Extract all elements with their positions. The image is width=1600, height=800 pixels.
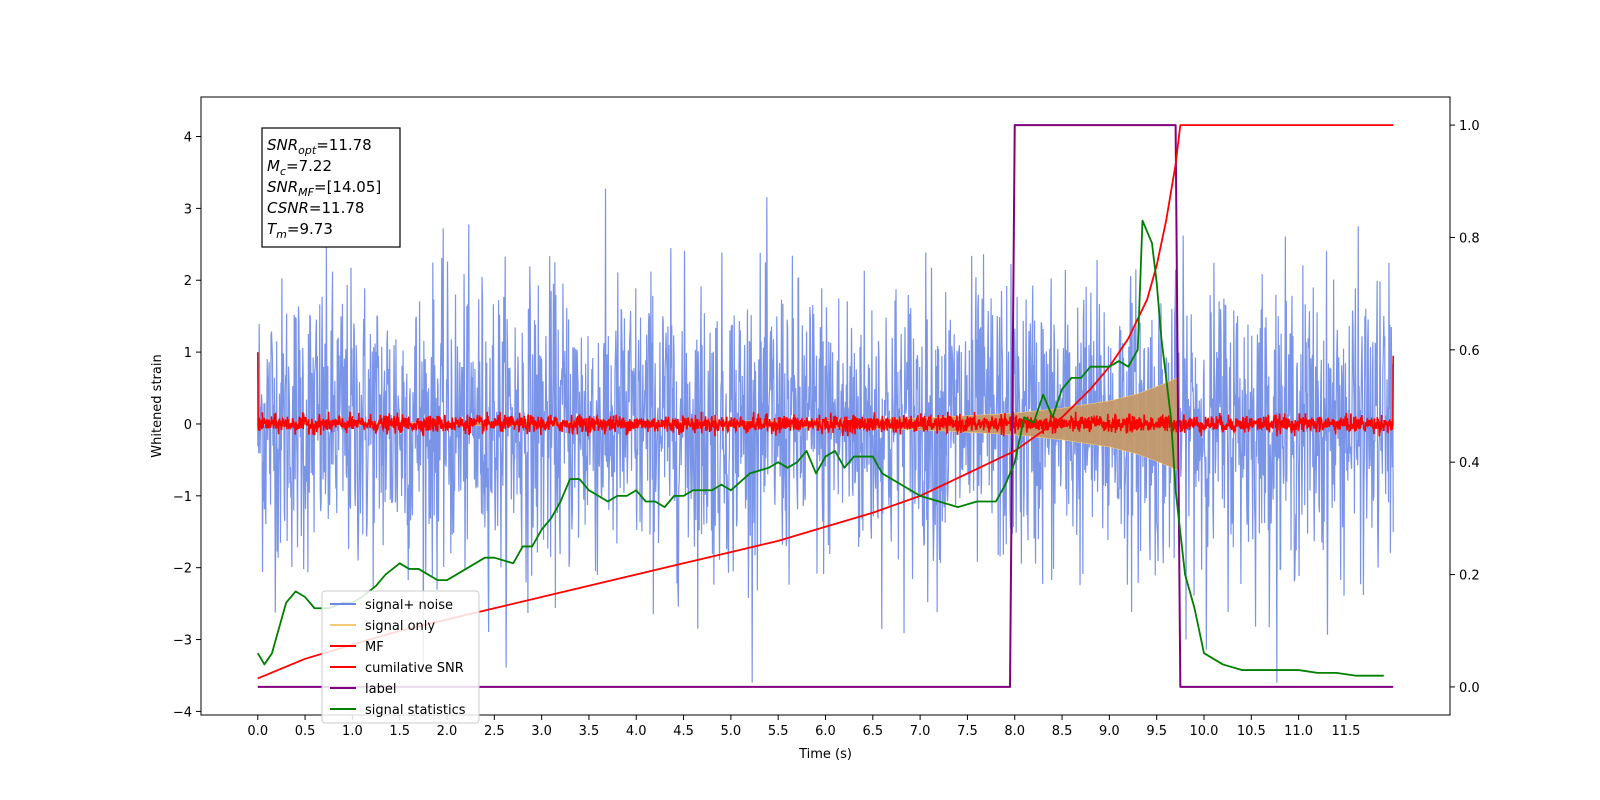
annotation-line: Tm=9.73 — [267, 220, 333, 241]
x-tick-label: 7.0 — [910, 724, 931, 739]
legend-entry: signal statistics — [365, 703, 466, 718]
series-layer — [256, 124, 1395, 688]
x-tick-label: 1.5 — [389, 724, 410, 739]
x-tick-label: 2.0 — [437, 724, 458, 739]
x-tick-label: 10.0 — [1190, 724, 1219, 739]
annotation-box: SNRopt=11.78Mc=7.22SNRMF=[14.05]CSNR=11.… — [261, 127, 401, 248]
series-mf — [256, 352, 1395, 437]
x-tick-label: 6.0 — [815, 724, 836, 739]
x-tick-label: 1.0 — [342, 724, 363, 739]
y-left-tick-label: 0 — [184, 418, 192, 433]
y-left-tick-label: −3 — [173, 634, 192, 649]
x-tick-label: 11.5 — [1331, 724, 1360, 739]
x-tick-label: 5.0 — [721, 724, 742, 739]
x-tick-label: 9.5 — [1146, 724, 1167, 739]
x-tick-label: 0.0 — [247, 724, 268, 739]
legend: signal+ noise signal only MF cumilative SNR… — [321, 590, 480, 724]
x-tick-label: 8.0 — [1004, 724, 1025, 739]
x-tick-label: 2.5 — [484, 724, 505, 739]
annotation-line: SNRMF=[14.05] — [267, 178, 381, 199]
y-left-tick-label: 4 — [184, 131, 192, 146]
y-right-tick-label: 0.4 — [1459, 456, 1480, 471]
legend-entry: signal+ noise — [365, 598, 453, 613]
series-label — [257, 124, 1394, 688]
x-tick-label: 4.5 — [673, 724, 694, 739]
x-tick-label: 3.0 — [531, 724, 552, 739]
x-tick-label: 3.5 — [579, 724, 600, 739]
x-tick-label: 10.5 — [1237, 724, 1266, 739]
y-left-tick-label: 3 — [184, 202, 192, 217]
legend-entry: signal only — [365, 619, 435, 634]
legend-frame — [321, 590, 480, 724]
x-tick-label: 6.5 — [862, 724, 883, 739]
x-tick-label: 0.5 — [295, 724, 316, 739]
y-left-tick-label: 1 — [184, 346, 192, 361]
y-left-tick-label: 2 — [184, 274, 192, 289]
y-left-tick-label: −1 — [173, 490, 192, 505]
annotation-line: SNRopt=11.78 — [267, 136, 372, 157]
x-tick-label: 5.5 — [768, 724, 789, 739]
y-right-tick-label: 0.6 — [1459, 344, 1480, 359]
y-axis-label: Whitened strain — [150, 354, 165, 457]
x-axis-label: Time (s) — [798, 747, 852, 762]
x-tick-label: 11.0 — [1284, 724, 1313, 739]
annotation-line: Mc=7.22 — [267, 157, 332, 178]
x-tick-label: 8.5 — [1052, 724, 1073, 739]
y-left-tick-label: −4 — [173, 705, 192, 720]
x-tick-label: 4.0 — [626, 724, 647, 739]
y-right-tick-label: 0.0 — [1459, 681, 1480, 696]
series-signal-statistics — [256, 219, 1384, 677]
x-tick-label: 7.5 — [957, 724, 978, 739]
legend-entry: MF — [365, 640, 384, 655]
legend-entry: label — [365, 682, 396, 697]
y-right-tick-label: 0.2 — [1459, 569, 1480, 584]
y-right-tick-label: 0.8 — [1459, 231, 1480, 246]
y-right-tick-label: 1.0 — [1459, 119, 1480, 134]
x-tick-label: 9.0 — [1099, 724, 1120, 739]
annotation-frame — [261, 127, 401, 248]
axis-layer: 0.0 0.5 1.0 1.5 2.0 2.5 3.0 3.5 4.0 4.5 5.0 5.5 6.0 6… — [173, 119, 1480, 739]
y-left-tick-label: −2 — [173, 562, 192, 577]
annotation-line: CSNR=11.78 — [267, 199, 364, 217]
legend-entry: cumilative SNR — [365, 661, 464, 676]
